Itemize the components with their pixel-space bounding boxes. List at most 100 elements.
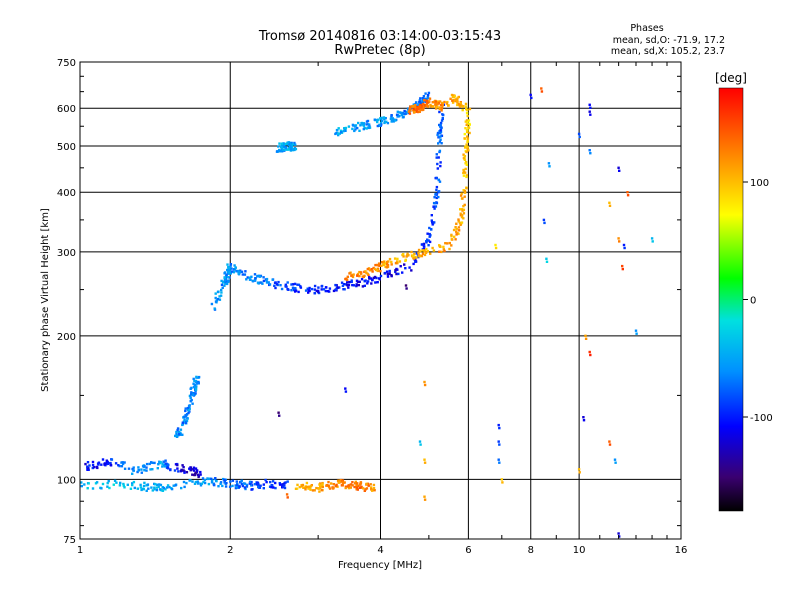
data-point — [256, 281, 260, 284]
data-point — [320, 284, 324, 288]
data-point — [623, 246, 626, 250]
data-point — [461, 105, 464, 108]
data-point — [132, 480, 136, 484]
data-point — [265, 279, 268, 282]
data-point — [248, 276, 251, 279]
data-point — [362, 275, 365, 278]
data-point — [241, 484, 245, 488]
data-point — [126, 483, 129, 486]
data-point — [271, 278, 274, 281]
data-point — [309, 488, 312, 491]
data-point — [227, 280, 230, 284]
data-point — [368, 123, 371, 126]
data-point — [417, 248, 421, 252]
data-point — [360, 278, 364, 281]
data-point — [463, 137, 466, 140]
data-point — [281, 150, 284, 153]
data-point — [459, 101, 462, 105]
data-point — [227, 279, 230, 282]
data-point — [431, 223, 434, 226]
data-point — [348, 280, 351, 284]
data-point — [423, 495, 426, 498]
data-point — [188, 407, 191, 410]
data-point — [355, 488, 358, 491]
data-point — [195, 382, 199, 385]
data-point — [450, 244, 453, 247]
data-point — [376, 281, 379, 284]
data-point — [302, 486, 305, 489]
data-point — [223, 481, 226, 484]
data-point — [232, 268, 236, 271]
data-point — [274, 286, 277, 290]
data-point — [429, 105, 433, 108]
data-point — [456, 96, 459, 100]
data-point — [275, 283, 279, 286]
data-point — [169, 468, 172, 472]
data-point — [223, 276, 226, 279]
data-point — [334, 132, 337, 136]
data-point — [106, 460, 109, 464]
data-point — [224, 485, 228, 488]
data-point — [208, 477, 212, 480]
data-point — [129, 487, 133, 490]
data-point — [232, 271, 235, 274]
data-point — [379, 270, 382, 273]
data-point — [383, 118, 386, 121]
data-point — [339, 129, 343, 132]
data-point — [429, 252, 432, 255]
data-point — [178, 433, 181, 436]
data-point — [436, 133, 439, 137]
data-point — [438, 140, 442, 143]
data-point — [277, 145, 280, 148]
data-point — [462, 170, 466, 173]
data-point — [418, 255, 421, 258]
data-point — [293, 287, 296, 290]
data-point — [206, 477, 209, 481]
data-point — [199, 484, 203, 487]
data-point — [438, 106, 442, 109]
data-point — [439, 130, 443, 133]
data-point — [250, 481, 253, 484]
data-point — [344, 390, 348, 393]
data-point — [344, 283, 348, 286]
data-point — [317, 286, 320, 289]
data-point — [249, 278, 252, 281]
data-point — [466, 135, 469, 138]
data-point — [411, 104, 415, 108]
data-point — [455, 230, 458, 233]
data-point — [197, 475, 200, 479]
data-point — [390, 114, 393, 117]
data-point — [464, 162, 467, 165]
data-point — [140, 471, 143, 474]
data-point — [214, 292, 217, 295]
data-point — [420, 106, 423, 109]
data-point — [406, 252, 409, 256]
data-point — [451, 95, 455, 99]
data-point — [293, 141, 296, 145]
data-point — [155, 486, 159, 489]
data-point — [363, 284, 366, 287]
data-point — [363, 126, 366, 130]
data-point — [366, 280, 370, 283]
data-point — [156, 467, 159, 470]
data-point — [422, 95, 426, 98]
data-point — [108, 462, 111, 465]
data-point — [317, 487, 320, 490]
data-point — [423, 103, 426, 107]
x-tick-label: 10 — [573, 545, 586, 556]
data-point — [159, 460, 162, 464]
data-point — [437, 190, 441, 193]
data-point — [651, 240, 654, 243]
data-point — [412, 254, 415, 258]
data-point — [423, 383, 427, 387]
data-point — [87, 482, 90, 485]
x-tick-label: 4 — [377, 545, 383, 556]
data-point — [405, 111, 408, 114]
data-point — [84, 462, 87, 466]
data-point — [613, 458, 617, 461]
data-point — [346, 275, 349, 278]
data-point — [282, 485, 285, 489]
data-point — [332, 483, 335, 486]
data-point — [464, 127, 467, 130]
data-point — [621, 267, 624, 271]
